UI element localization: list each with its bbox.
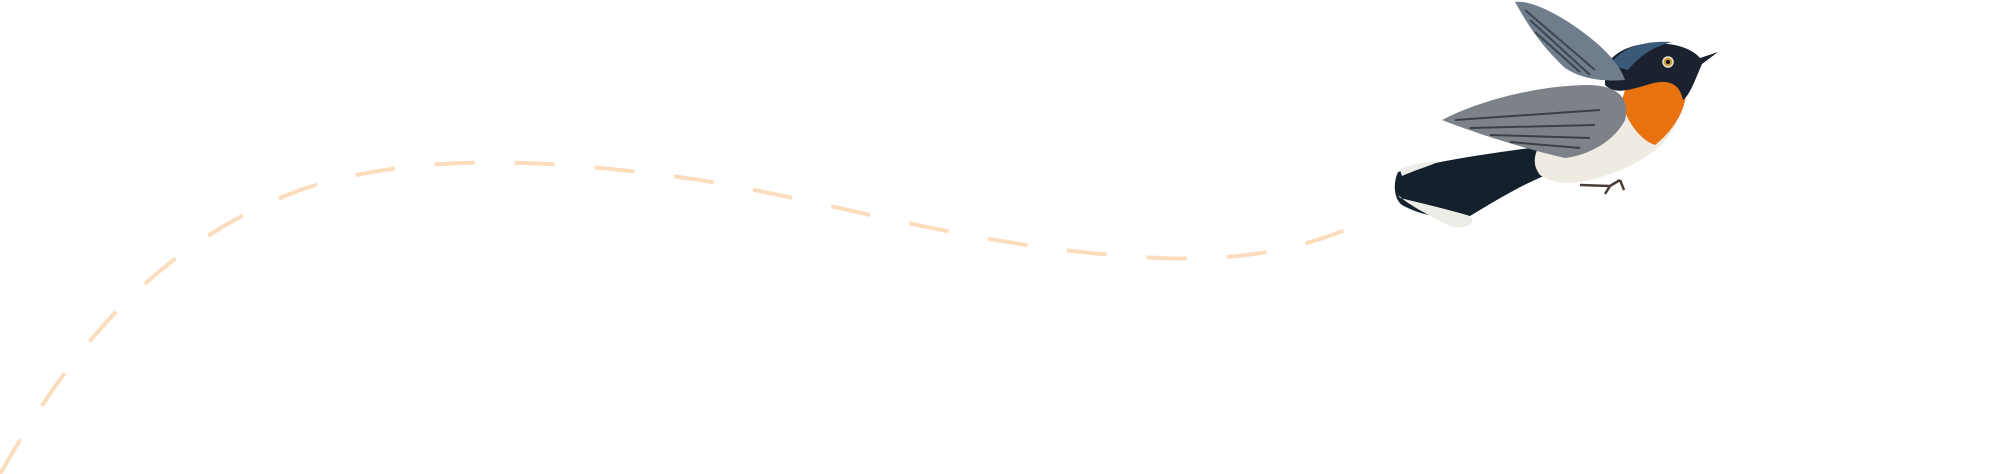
bird-wing-feathers [1524,9,1596,76]
bird-icon [1394,1,1718,228]
bird-throat [1622,73,1687,145]
bird-wing-stripes [1454,109,1601,149]
bird-tail-tips [1398,161,1473,228]
bird-tail [1394,146,1560,219]
bird-lower-wing [1442,85,1627,158]
bird-upper-wing [1515,1,1625,81]
bird-crown [1610,41,1672,70]
bird-pupil [1666,60,1670,64]
dashed-flight-path [0,160,1356,474]
bird-foot [1579,178,1626,195]
